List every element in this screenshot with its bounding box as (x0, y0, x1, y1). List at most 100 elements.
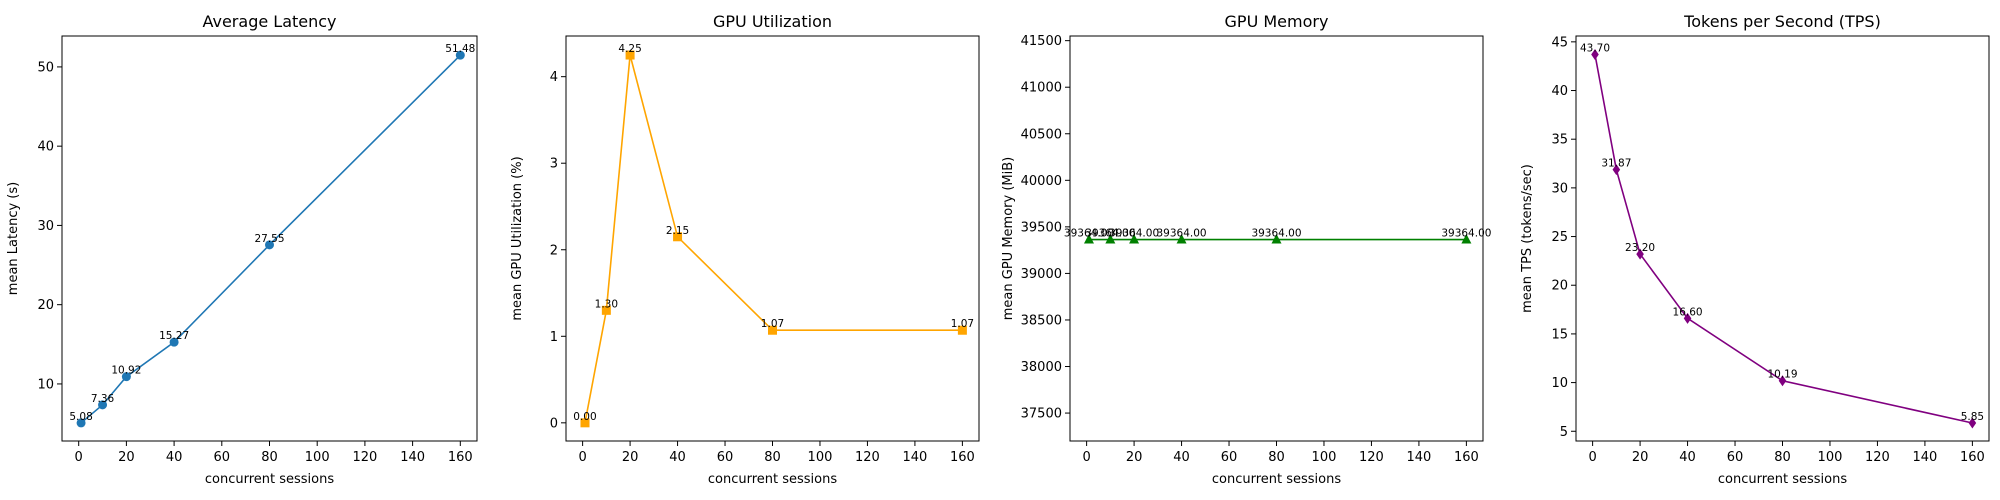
data-point-marker (1461, 234, 1472, 244)
y-tick-label: 38500 (1021, 313, 1062, 328)
y-axis-label: mean GPU Memory (MiB) (1001, 157, 1016, 320)
x-tick-label: 80 (1268, 450, 1285, 465)
data-point-marker (1591, 48, 1599, 60)
chart-panel-2: GPU Utilization 0 20 40 60 80 100 120 140 160 0 1 2 3… (510, 12, 980, 487)
plot-frame (565, 35, 980, 442)
data-label: 16.60 (1673, 306, 1703, 318)
y-tick-label: 40 (1551, 84, 1568, 99)
x-tick-label: 120 (352, 450, 377, 465)
data-point-marker (121, 372, 131, 382)
x-tick-label: 120 (855, 450, 880, 465)
data-point-marker (601, 305, 611, 315)
x-tick-label: 40 (1173, 450, 1190, 465)
x-tick-label: 140 (1406, 450, 1431, 465)
data-label: 39364.00 (1085, 228, 1135, 240)
plot-frame (1069, 35, 1484, 442)
y-axis-label: mean TPS (tokens/sec) (1520, 164, 1535, 313)
x-tick-label: 140 (400, 450, 425, 465)
x-tick-label: 60 (214, 450, 231, 465)
x-tick-label: 0 (75, 450, 83, 465)
y-tick-label: 20 (1551, 279, 1568, 294)
series-line (80, 54, 461, 424)
y-tick-label: 40500 (1021, 127, 1062, 142)
x-tick-label: 80 (261, 450, 278, 465)
x-axis-label: concurrent sessions (205, 472, 334, 487)
data-point-marker (1105, 234, 1116, 244)
x-tick-label: 160 (1960, 450, 1985, 465)
y-tick-label: 38000 (1021, 360, 1062, 375)
data-label: 10.19 (1767, 369, 1797, 381)
y-tick-label: 3 (550, 157, 558, 172)
y-tick-label: 25 (1551, 230, 1568, 245)
x-tick-label: 80 (1774, 450, 1791, 465)
data-point-marker (1271, 234, 1282, 244)
data-point-marker (76, 418, 86, 428)
y-tick-label: 50 (37, 60, 54, 75)
data-label: 2.15 (666, 225, 689, 237)
x-tick-label: 20 (1632, 450, 1649, 465)
x-tick-label: 0 (1082, 450, 1090, 465)
y-tick-label: 10 (1551, 376, 1568, 391)
data-point-marker (1612, 164, 1621, 176)
data-point-marker (1778, 375, 1787, 387)
x-tick-label: 80 (764, 450, 781, 465)
y-tick-label: 5 (1560, 425, 1568, 440)
data-point-marker (580, 418, 590, 428)
chart-title: Tokens per Second (TPS) (1683, 12, 1881, 31)
chart-title: GPU Utilization (713, 12, 832, 31)
data-point-marker (1636, 248, 1644, 260)
series-line (1594, 54, 1973, 424)
x-tick-label: 40 (669, 450, 686, 465)
x-tick-label: 160 (950, 450, 975, 465)
data-point-marker (98, 400, 108, 410)
x-tick-label: 0 (578, 450, 586, 465)
y-tick-label: 0 (550, 416, 558, 431)
x-tick-label: 160 (1454, 450, 1479, 465)
y-tick-label: 4 (550, 70, 558, 85)
y-tick-label: 30 (37, 219, 54, 234)
data-point-marker (455, 50, 465, 60)
y-tick-label: 45 (1551, 35, 1568, 50)
data-label: 1.07 (951, 318, 974, 330)
data-label: 1.30 (595, 298, 618, 310)
chart-panel-3: GPU Memory 0 20 40 60 80 100 120 140 160 37500 3800… (1001, 12, 1491, 487)
y-tick-label: 10 (37, 377, 54, 392)
data-label: 1.07 (761, 318, 784, 330)
x-tick-label: 60 (717, 450, 734, 465)
y-tick-label: 41500 (1021, 34, 1062, 49)
series-line (584, 54, 963, 423)
data-point-marker (1129, 234, 1140, 244)
data-point-marker (768, 325, 777, 335)
data-label: 39364.00 (1064, 228, 1114, 240)
chart-title: Average Latency (202, 12, 336, 31)
y-tick-label: 37500 (1021, 407, 1062, 422)
data-label: 31.87 (1601, 158, 1631, 170)
data-point-marker (1176, 234, 1187, 244)
x-tick-label: 40 (166, 450, 183, 465)
data-label: 5.85 (1961, 411, 1984, 423)
data-label: 7.36 (91, 393, 115, 405)
data-label: 5.08 (69, 411, 92, 423)
y-tick-label: 30 (1551, 181, 1568, 196)
x-tick-label: 0 (1588, 450, 1596, 465)
y-tick-label: 15 (1551, 327, 1568, 342)
data-point-marker (169, 337, 179, 347)
data-point-marker (673, 232, 683, 242)
data-label: 39364.00 (1441, 228, 1491, 240)
chart-title: GPU Memory (1225, 12, 1329, 31)
x-tick-label: 100 (1818, 450, 1843, 465)
y-tick-label: 39000 (1021, 267, 1062, 282)
plot-frame (61, 35, 478, 442)
x-axis-label: concurrent sessions (708, 472, 837, 487)
data-label: 39364.00 (1109, 228, 1159, 240)
data-label: 39364.00 (1157, 228, 1207, 240)
plot-frame (1575, 35, 1990, 442)
x-tick-label: 100 (1312, 450, 1337, 465)
y-tick-label: 2 (550, 243, 558, 258)
y-tick-label: 40 (37, 140, 54, 155)
data-point-marker (1968, 417, 1977, 429)
x-tick-label: 60 (1727, 450, 1744, 465)
x-tick-label: 20 (622, 450, 639, 465)
data-point-marker (1683, 312, 1692, 324)
x-tick-label: 60 (1221, 450, 1238, 465)
